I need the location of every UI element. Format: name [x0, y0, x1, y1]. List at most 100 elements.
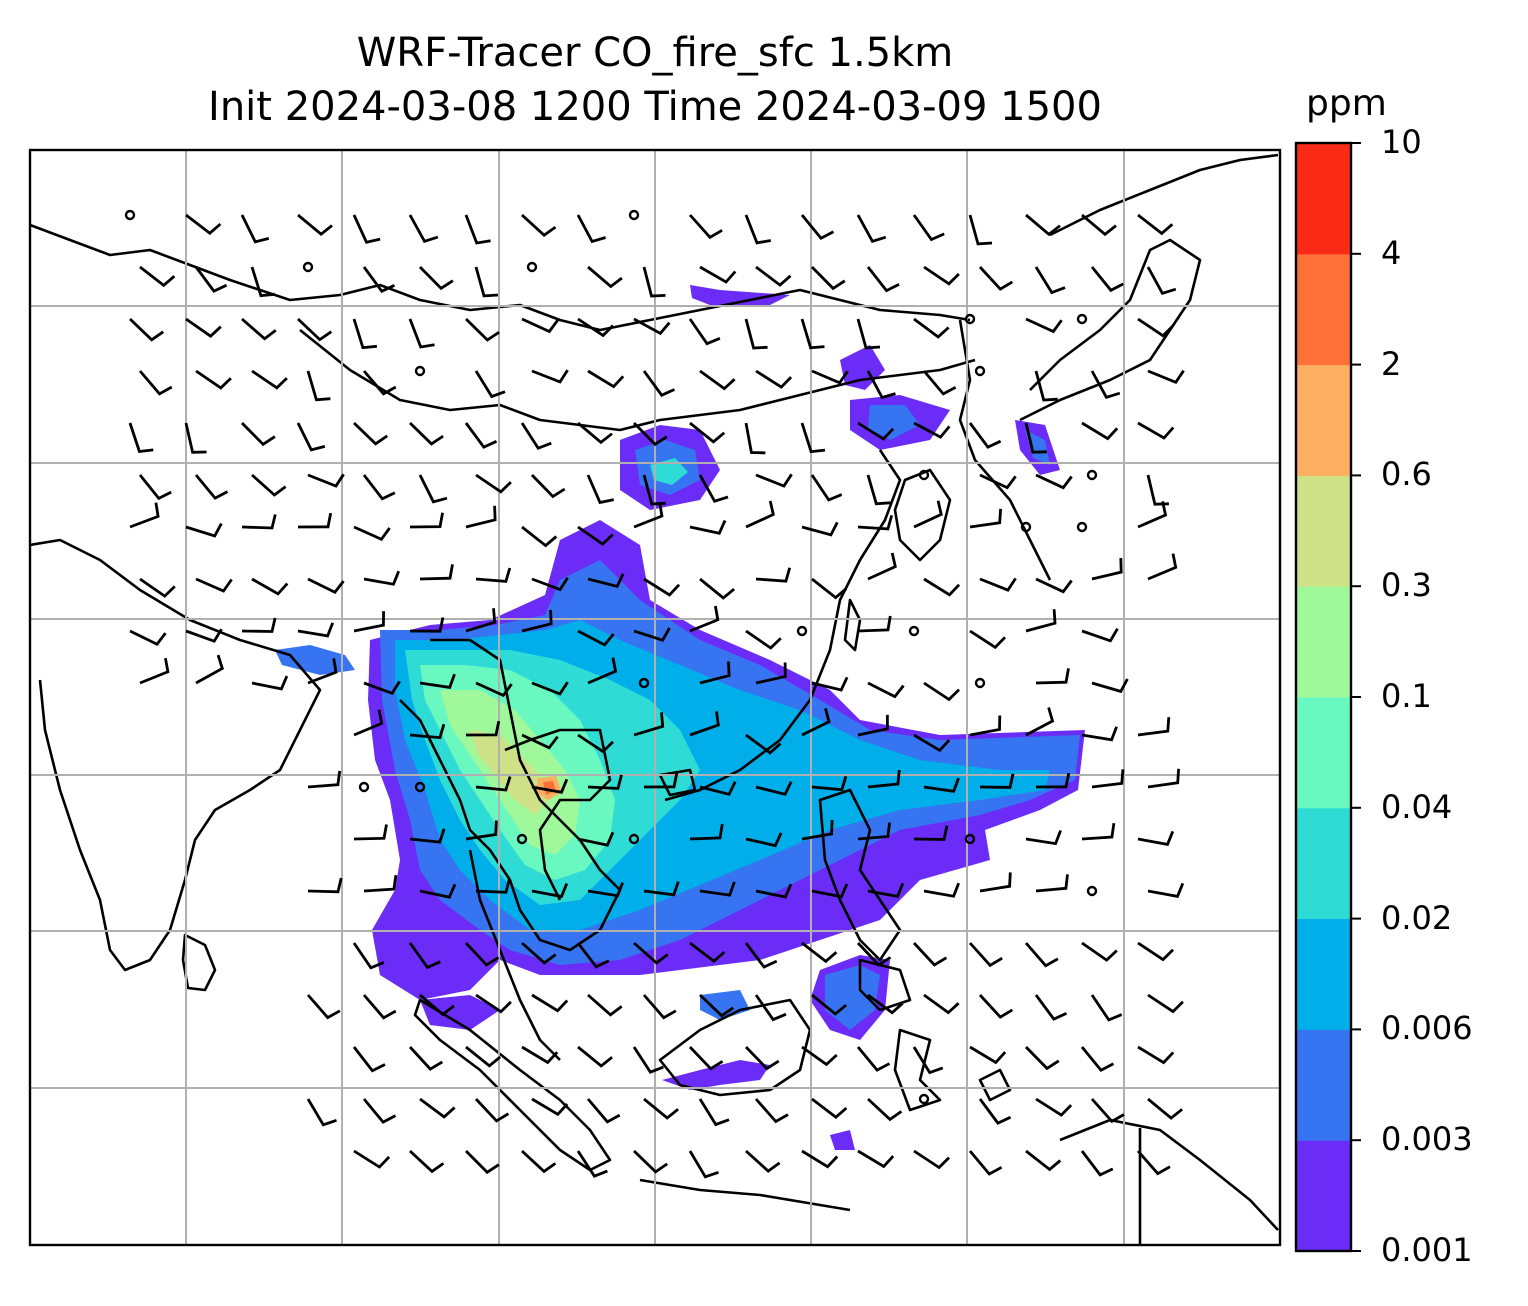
coastline-india	[30, 538, 322, 972]
wind-barb	[745, 1149, 781, 1173]
colorbar-tick-label: 0.3	[1381, 566, 1432, 605]
coastline-korea-japan	[958, 319, 1052, 581]
wind-barb	[699, 881, 736, 897]
wind-barb	[419, 564, 454, 581]
calm-wind-marker	[918, 1093, 930, 1105]
wind-barb	[811, 266, 846, 291]
wind-barb	[1035, 1097, 1073, 1117]
wind-barb	[474, 370, 506, 399]
wind-barb	[688, 1046, 724, 1071]
wind-barb	[1035, 668, 1070, 685]
coastline-sulawesi	[893, 1028, 942, 1112]
wind-barb	[978, 1098, 1012, 1125]
wind-barb	[1091, 769, 1125, 789]
wind-barb	[521, 609, 553, 633]
wind-barb	[408, 214, 439, 243]
wind-barb	[643, 1097, 679, 1120]
plume-patch-north-5	[690, 285, 790, 305]
wind-barb	[1025, 1046, 1060, 1071]
wind-barb	[913, 421, 951, 439]
wind-barb	[185, 522, 223, 538]
wind-barb	[251, 369, 288, 390]
calm-wind-marker	[628, 833, 640, 845]
wind-barb	[250, 266, 276, 298]
wind-barbs	[124, 209, 1185, 1179]
wind-barb	[689, 605, 720, 633]
wind-barb	[520, 422, 552, 450]
wind-barb	[923, 265, 960, 286]
wind-barb	[1090, 1098, 1125, 1124]
wind-barb	[576, 1150, 608, 1178]
wind-barb	[699, 781, 737, 796]
wind-barb	[1025, 1149, 1062, 1172]
wind-barb	[353, 709, 384, 737]
wind-barb	[465, 720, 501, 737]
wind-barb	[409, 1149, 445, 1174]
wind-barb	[698, 474, 729, 503]
wind-barb	[642, 994, 677, 1020]
wind-barb	[810, 474, 843, 502]
wind-barb	[128, 422, 154, 454]
wind-barb	[856, 318, 881, 350]
wind-barb	[521, 1045, 559, 1065]
colorbar-swatch	[1296, 364, 1351, 476]
calm-wind-marker	[124, 209, 136, 221]
colorbar-swatch	[1296, 697, 1351, 809]
wind-barb	[521, 213, 557, 237]
wind-barb	[1146, 474, 1169, 506]
plume-patch-south-2	[830, 1130, 855, 1150]
wind-barb	[923, 777, 960, 793]
wind-barb	[1136, 1150, 1171, 1176]
wind-barb	[866, 266, 900, 293]
wind-barb	[1090, 266, 1124, 293]
calm-wind-marker	[628, 209, 640, 221]
wind-barb	[867, 681, 905, 699]
wind-barb	[577, 525, 614, 546]
wind-barb	[465, 820, 498, 841]
wind-barb	[531, 882, 569, 899]
wind-barb	[1147, 768, 1180, 789]
wind-barb	[1035, 874, 1069, 893]
wind-barb	[1034, 370, 1058, 402]
colorbar-swatch	[1296, 918, 1351, 1030]
coastline-taiwan	[843, 598, 862, 652]
wind-barb	[475, 567, 512, 583]
wind-barb	[755, 369, 793, 389]
calm-wind-marker	[358, 781, 370, 793]
wind-barb	[363, 570, 400, 586]
wind-barb	[744, 942, 778, 969]
plume-patch-north-4b	[1025, 430, 1050, 465]
wind-barb	[801, 819, 834, 841]
wind-barb	[409, 723, 446, 740]
wind-barb	[1081, 726, 1118, 742]
coastline-russia-far-east	[1049, 153, 1279, 237]
wind-barb	[856, 1046, 891, 1072]
wind-barb	[643, 881, 680, 897]
wind-barb	[1137, 317, 1174, 338]
wind-barb	[923, 681, 960, 702]
plume-band-2b	[825, 965, 880, 1030]
wind-barb	[1137, 213, 1174, 236]
coastline-korea	[893, 468, 952, 562]
wind-barb	[744, 422, 766, 455]
chart-title-line1: WRF-Tracer CO_fire_sfc 1.5km	[356, 30, 954, 76]
wind-barb	[801, 941, 838, 964]
wind-barb	[139, 577, 176, 598]
wind-barb	[633, 941, 669, 965]
wind-barb	[801, 707, 831, 737]
wind-barb	[1034, 266, 1066, 295]
colorbar-swatch	[1296, 475, 1351, 587]
wind-barb	[409, 617, 445, 633]
coastline-philippines-south	[858, 958, 912, 1012]
wind-barb	[139, 265, 176, 288]
wind-barb	[251, 577, 289, 596]
wind-barb	[1081, 627, 1119, 643]
wind-barb	[801, 1045, 838, 1067]
colorbar-tick-label: 10	[1381, 123, 1422, 161]
wind-barb	[688, 1150, 719, 1179]
wind-barb	[241, 617, 277, 633]
wind-barb	[867, 769, 901, 789]
wind-barb	[689, 941, 726, 964]
wind-barb	[857, 714, 889, 737]
